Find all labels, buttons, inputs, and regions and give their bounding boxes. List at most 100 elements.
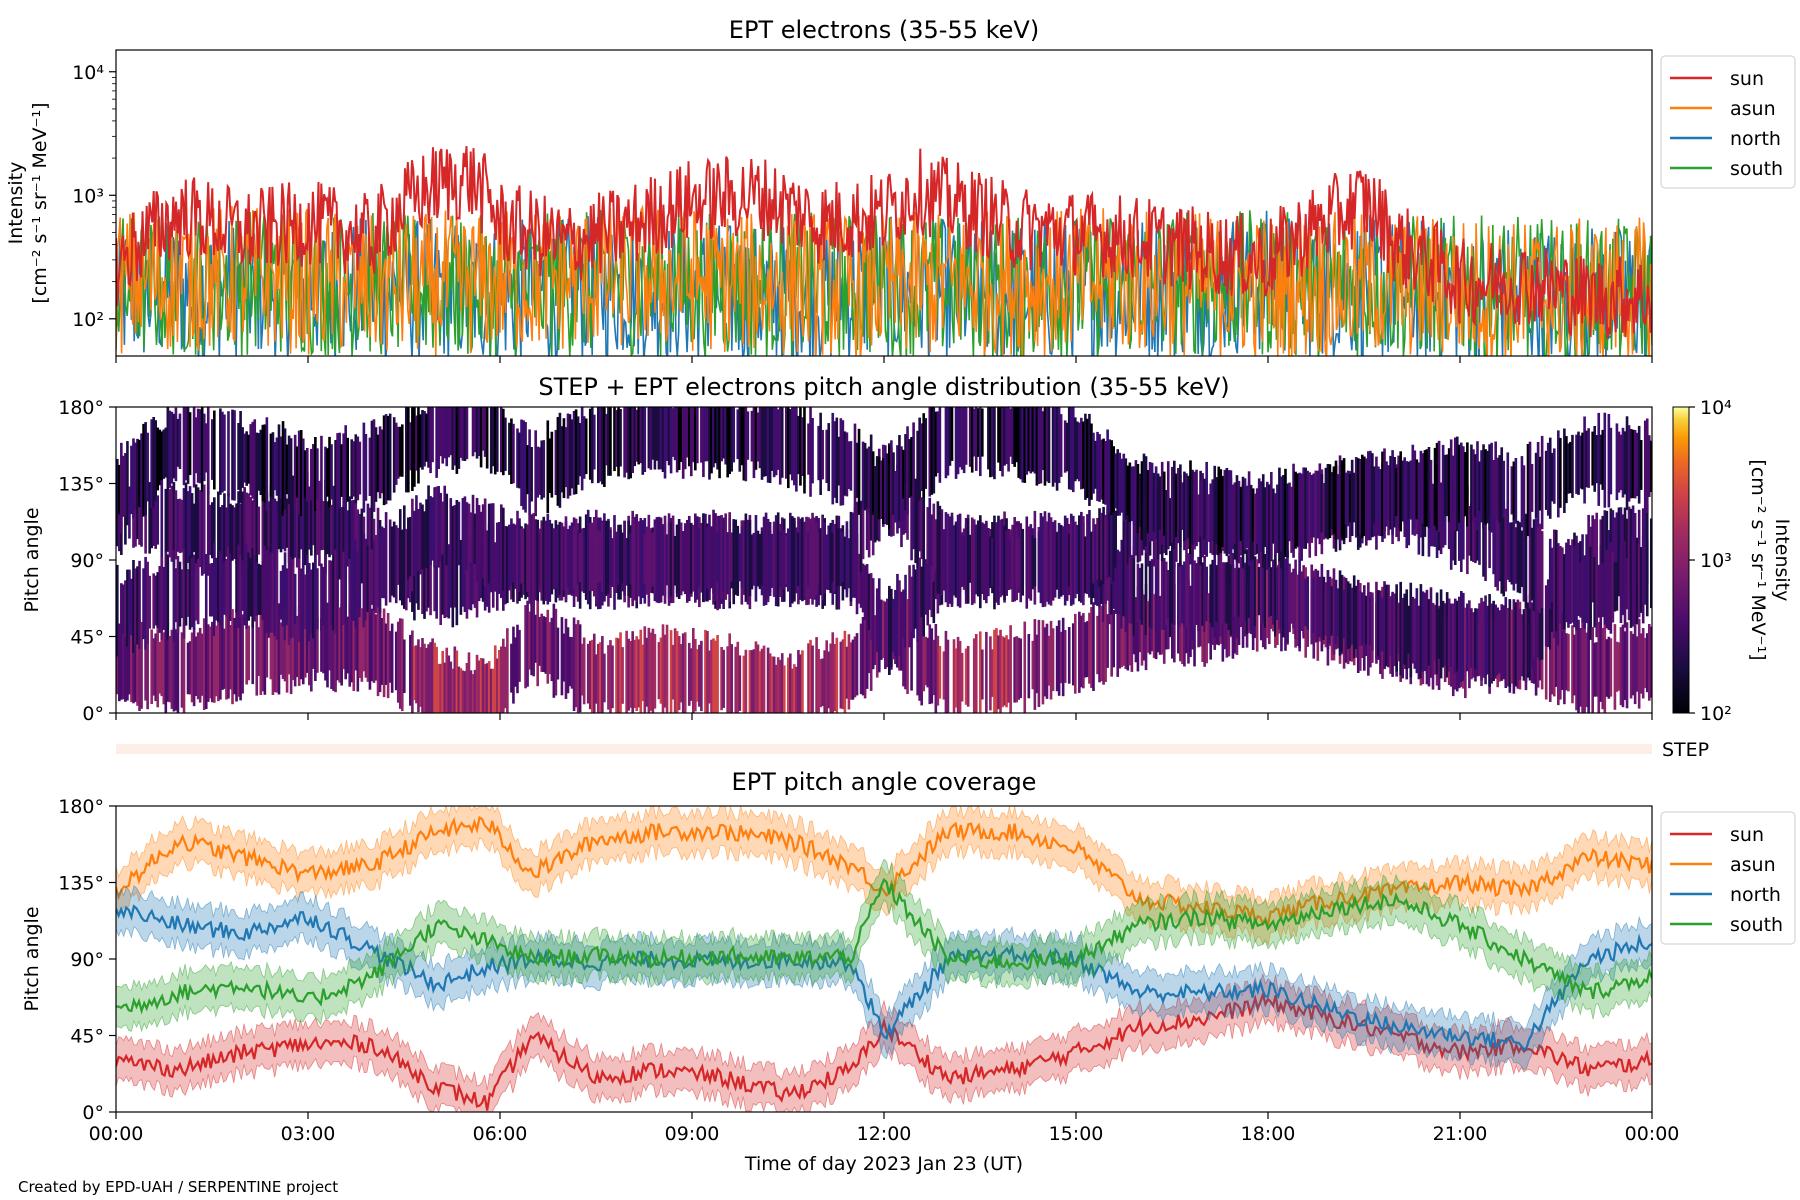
- heatmap-cell: [411, 498, 414, 592]
- heatmap-cell: [308, 604, 311, 686]
- heatmap-cell: [447, 407, 451, 458]
- heatmap-cell: [184, 561, 188, 626]
- heatmap-cell: [764, 407, 768, 477]
- heatmap-cell: [1435, 592, 1439, 675]
- heatmap-cell: [459, 407, 463, 458]
- heatmap-cell: [568, 636, 572, 687]
- heatmap-cell: [215, 557, 218, 621]
- heatmap-cell: [352, 599, 356, 691]
- heatmap-cell: [922, 413, 926, 498]
- heatmap-cell: [544, 529, 548, 590]
- heatmap-cell: [952, 639, 956, 713]
- heatmap-cell: [396, 426, 400, 479]
- heatmap-cell: [1057, 407, 1061, 483]
- heatmap-cell: [429, 549, 432, 616]
- heatmap-cell: [221, 505, 224, 559]
- heatmap-cell: [712, 638, 715, 713]
- heatmap-cell: [758, 534, 762, 590]
- heatmap-cell: [886, 598, 889, 668]
- heatmap-cell: [1128, 462, 1132, 522]
- heatmap-cell: [1015, 407, 1018, 463]
- heatmap-cell: [1524, 595, 1528, 691]
- heatmap-cell: [469, 670, 473, 713]
- heatmap-cell: [1110, 498, 1113, 585]
- heatmap-cell: [124, 453, 127, 517]
- heatmap-cell: [536, 593, 539, 687]
- heatmap-cell: [997, 520, 1000, 605]
- heatmap-cell: [1328, 464, 1332, 538]
- heatmap-cell: [1554, 529, 1558, 625]
- heatmap-cell: [1581, 559, 1584, 623]
- heatmap-cell: [128, 486, 131, 539]
- heatmap-cell: [1631, 633, 1635, 696]
- heatmap-cell: [1500, 447, 1504, 531]
- heatmap-cell: [1051, 407, 1055, 487]
- heatmap-cell: [1154, 466, 1158, 539]
- heatmap-cell: [641, 520, 645, 598]
- heatmap-cell: [910, 576, 913, 632]
- x-tick-label: 00:00: [1625, 1123, 1680, 1145]
- heatmap-cell: [1397, 455, 1400, 528]
- heatmap-cell: [1559, 619, 1562, 700]
- heatmap-cell: [312, 444, 315, 505]
- heatmap-cell: [997, 407, 1000, 463]
- heatmap-cell: [1550, 584, 1554, 632]
- heatmap-cell: [603, 407, 606, 487]
- heatmap-cell: [966, 518, 970, 604]
- heatmap-cell: [817, 533, 820, 584]
- heatmap-cell: [694, 407, 697, 471]
- heatmap-cell: [1379, 597, 1382, 650]
- heatmap-cell: [485, 663, 489, 713]
- heatmap-cell: [981, 408, 984, 457]
- heatmap-cell: [1639, 547, 1643, 613]
- heatmap-cell: [801, 517, 804, 602]
- heatmap-cell: [1482, 601, 1485, 678]
- heatmap-cell: [548, 622, 552, 675]
- heatmap-cell: [574, 624, 578, 708]
- heatmap-cell: [445, 407, 449, 467]
- heatmap-cell: [477, 660, 481, 713]
- heatmap-cell: [1601, 515, 1605, 597]
- heatmap-cell: [805, 516, 808, 606]
- heatmap-cell: [346, 437, 350, 502]
- heatmap-cell: [1486, 605, 1489, 675]
- heatmap-cell: [134, 481, 137, 547]
- heatmap-cell: [372, 609, 376, 683]
- heatmap-cell: [677, 407, 681, 470]
- heatmap-cell: [1472, 612, 1475, 665]
- heatmap-cell: [1567, 443, 1570, 494]
- heatmap-cell: [1069, 407, 1073, 490]
- heatmap-cell: [160, 476, 164, 566]
- heatmap-cell: [1104, 547, 1107, 604]
- heatmap-cell: [843, 431, 847, 496]
- heatmap-cell: [279, 622, 283, 675]
- heatmap-cell: [1484, 595, 1487, 685]
- heatmap-cell: [934, 550, 938, 600]
- heatmap-cell: [402, 639, 406, 693]
- heatmap-cell: [441, 552, 445, 615]
- legend-label-sun: sun: [1730, 824, 1764, 846]
- heatmap-cell: [475, 407, 479, 459]
- heatmap-cell: [500, 407, 503, 473]
- heatmap-cell: [534, 430, 537, 517]
- heatmap-cell: [1561, 630, 1564, 690]
- heatmap-cell: [1102, 438, 1105, 504]
- heatmap-cell: [1423, 450, 1427, 527]
- heatmap-cell: [245, 543, 248, 629]
- heatmap-cell: [1324, 582, 1328, 636]
- heatmap-cell: [1565, 633, 1568, 691]
- heatmap-cell: [150, 488, 153, 549]
- heatmap-cell: [667, 407, 671, 466]
- heatmap-cell: [233, 410, 236, 501]
- heatmap-cell: [1029, 407, 1033, 474]
- heatmap-cell: [1532, 519, 1536, 612]
- heatmap-cell: [1235, 546, 1239, 638]
- heatmap-cell: [795, 666, 798, 713]
- coverage-line-south: [116, 877, 1652, 1015]
- heatmap-cell: [295, 446, 299, 498]
- heatmap-cell: [607, 407, 610, 476]
- heatmap-cell: [508, 422, 511, 475]
- heatmap-cell: [1272, 488, 1275, 544]
- heatmap-cell: [1470, 608, 1473, 668]
